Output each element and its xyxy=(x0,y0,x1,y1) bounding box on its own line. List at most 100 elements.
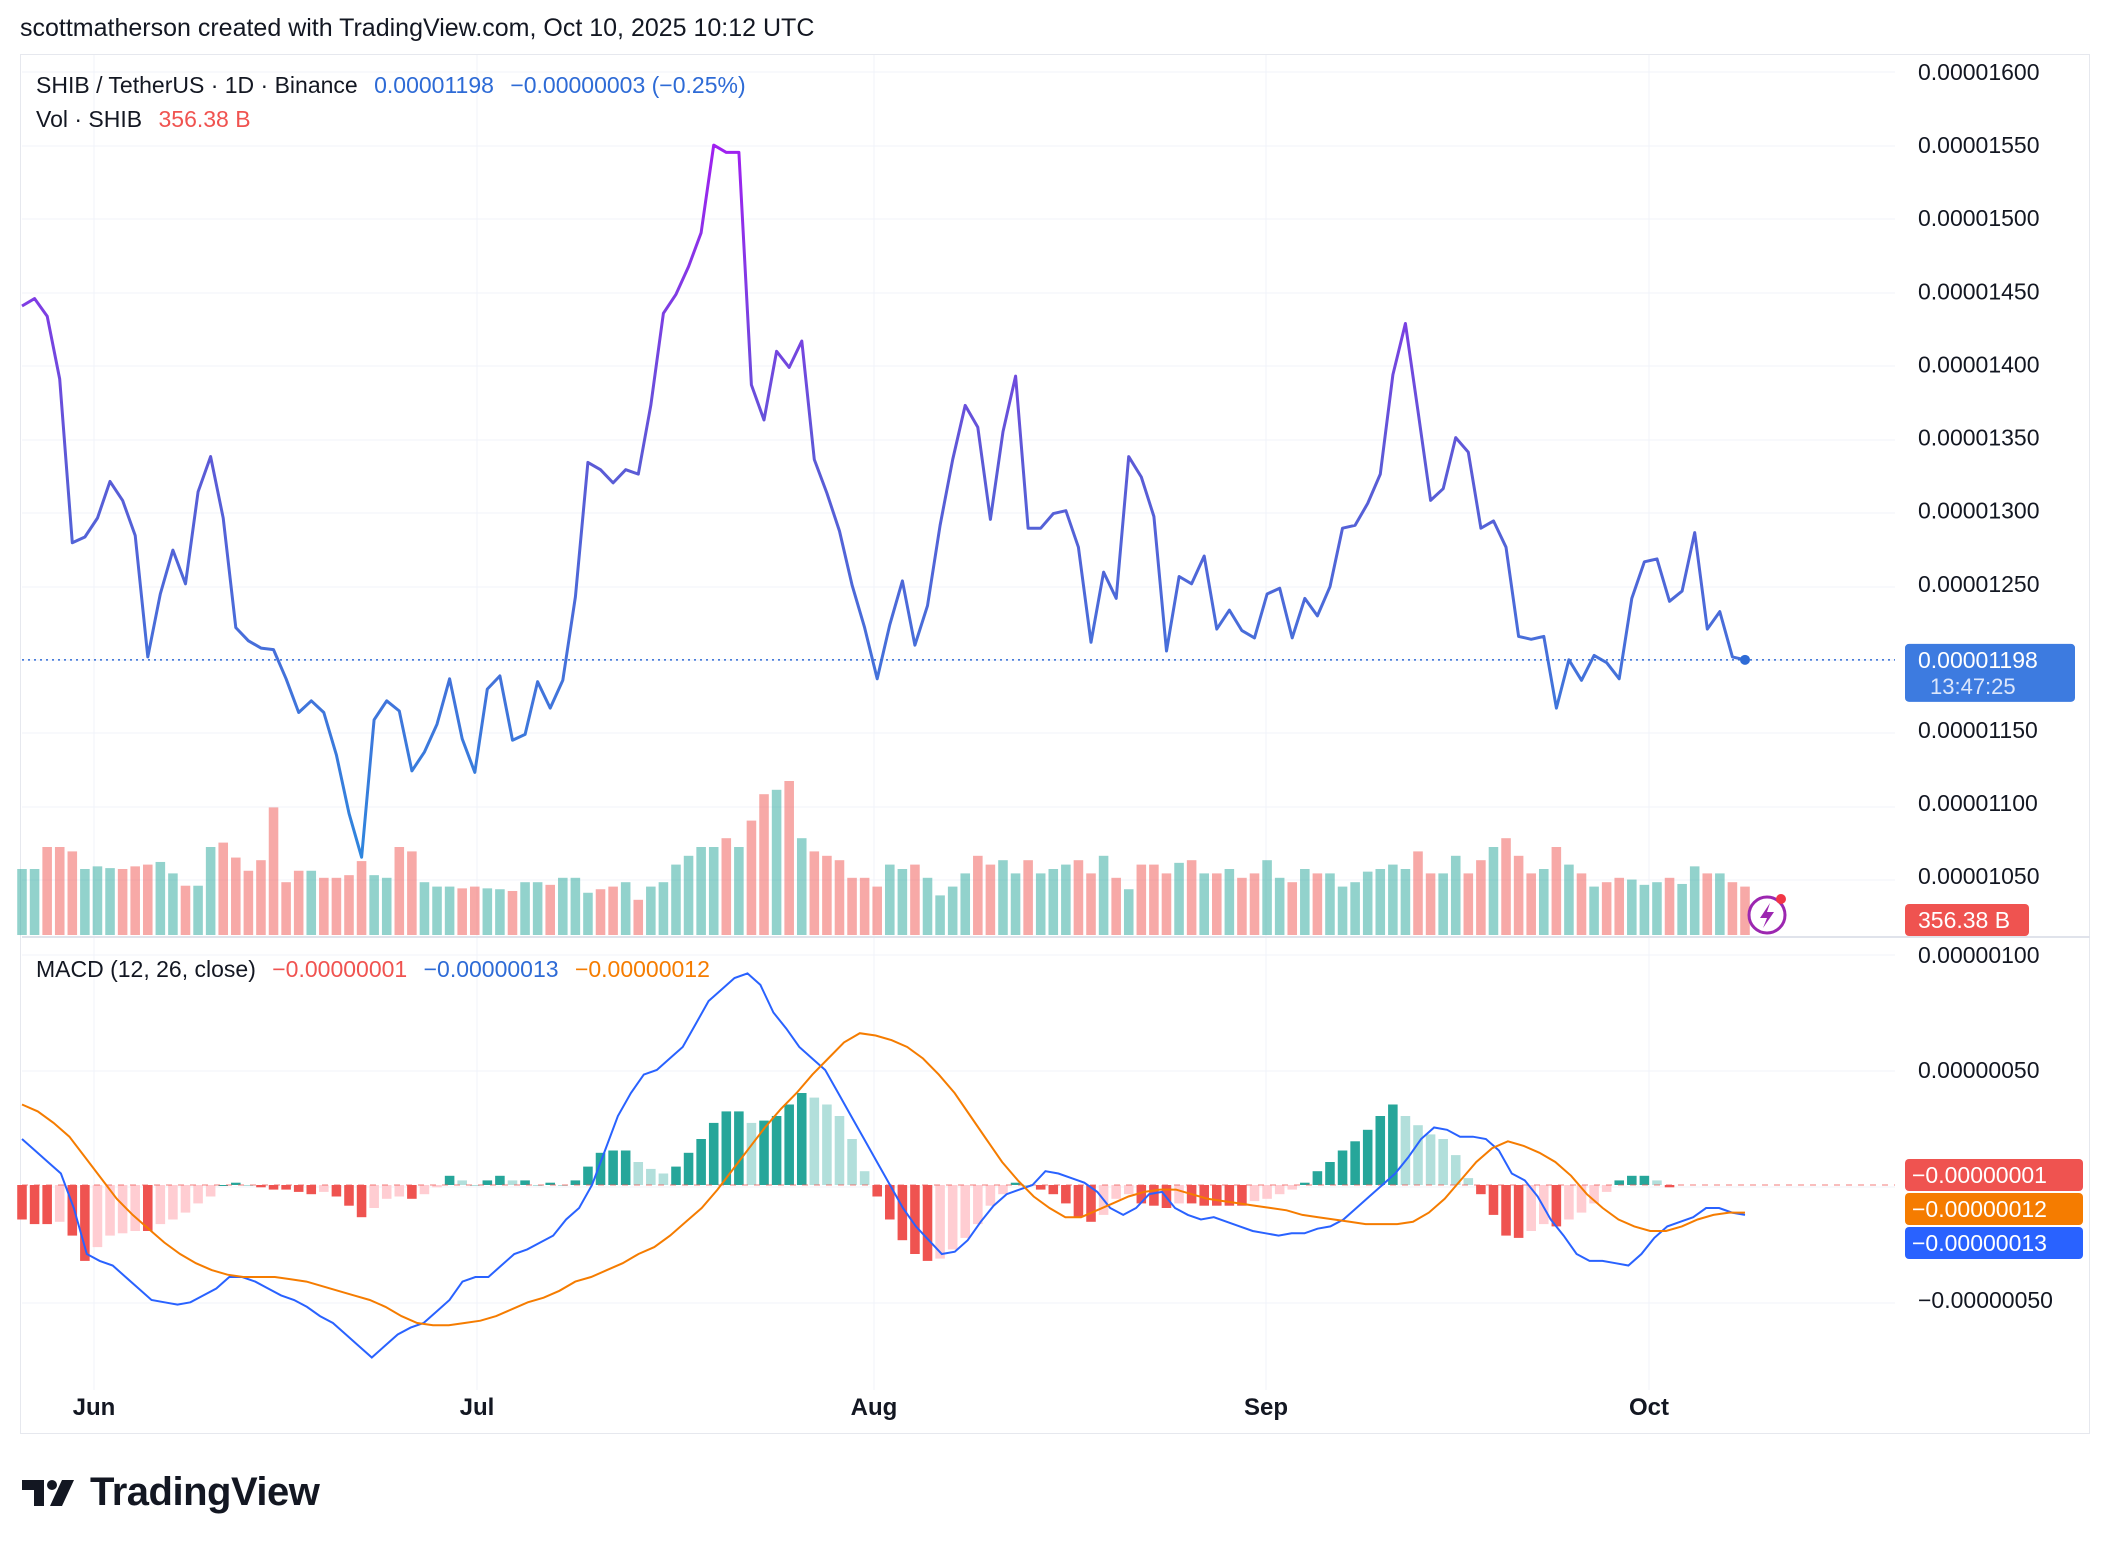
macd-hist-bar xyxy=(105,1185,115,1236)
volume-bar xyxy=(734,847,744,935)
volume-bar xyxy=(1010,873,1021,935)
volume-tag xyxy=(1905,904,2029,936)
macd-hist-bar xyxy=(1375,1116,1386,1185)
volume-bar xyxy=(1614,877,1625,935)
price-axis-label: 0.00001350 xyxy=(1918,425,2040,451)
price-axis-label: 0.00001300 xyxy=(1918,498,2040,524)
macd-hist-bar xyxy=(1576,1185,1587,1213)
volume-bar xyxy=(897,869,908,935)
macd-label[interactable]: MACD (12, 26, close) xyxy=(36,956,256,982)
macd-hist-bar xyxy=(847,1139,857,1185)
macd-hist-bar xyxy=(746,1122,757,1185)
volume-bar xyxy=(507,891,518,935)
volume-bar xyxy=(356,861,367,935)
volume-bar xyxy=(620,882,631,935)
macd-hist-bar xyxy=(29,1185,40,1225)
volume-bar xyxy=(1564,864,1574,935)
volume-bar xyxy=(369,875,379,935)
volume-bar xyxy=(444,886,455,935)
volume-bar xyxy=(910,864,920,935)
macd-hist-bar xyxy=(947,1185,958,1250)
tradingview-logo-text: TradingView xyxy=(90,1470,320,1514)
macd-hist-bar xyxy=(1136,1185,1147,1204)
volume-bar xyxy=(973,855,983,935)
volume-bar xyxy=(268,807,279,935)
macd-hist-bar xyxy=(344,1185,354,1206)
volume-bar xyxy=(54,847,65,935)
volume-bar xyxy=(1513,855,1524,935)
volume-bar xyxy=(42,847,52,935)
volume-bar xyxy=(532,882,543,935)
macd-hist-bar xyxy=(1639,1175,1650,1185)
volume-bar xyxy=(1136,864,1147,935)
volume-bar xyxy=(1212,873,1222,935)
macd-hist-bar xyxy=(1149,1185,1159,1206)
price-line xyxy=(21,143,1746,859)
volume-bar xyxy=(67,851,78,935)
volume-bar xyxy=(180,885,191,935)
volume-bar xyxy=(1501,838,1511,935)
volume-bar xyxy=(469,886,480,935)
volume-bar xyxy=(1715,873,1725,935)
volume-bar xyxy=(1702,873,1713,935)
price-axis-label: 0.00001150 xyxy=(1918,717,2038,743)
volume-bar xyxy=(331,877,342,935)
macd-hist-bar xyxy=(1652,1180,1662,1185)
volume-bar xyxy=(1312,873,1323,935)
macd-hist-bar xyxy=(796,1093,807,1185)
macd-hist-bar xyxy=(1463,1178,1474,1185)
volume-bar xyxy=(1186,860,1197,935)
macd-hist-bar xyxy=(256,1185,266,1188)
time-axis-label: Sep xyxy=(1244,1394,1288,1421)
macd-signal-tag xyxy=(1905,1193,2083,1225)
volume-bar xyxy=(495,889,505,935)
volume-bar xyxy=(1274,877,1285,935)
macd-hist-bar xyxy=(1300,1182,1310,1185)
price-axis-label: 0.00001050 xyxy=(1918,863,2040,889)
volume-bar xyxy=(319,877,329,935)
macd-hist-bar xyxy=(897,1185,908,1241)
volume-bar xyxy=(1689,866,1700,935)
volume-label[interactable]: Vol · SHIB xyxy=(36,106,143,132)
macd-hist-bar xyxy=(998,1185,1008,1195)
volume-bar xyxy=(1249,873,1260,935)
macd-hist-bar xyxy=(646,1168,656,1185)
volume-bar xyxy=(1476,860,1486,935)
volume-bar xyxy=(998,860,1008,935)
macd-hist-bar xyxy=(1212,1185,1222,1206)
volume-bar xyxy=(595,889,606,935)
macd-hist-bar xyxy=(1325,1162,1335,1185)
volume-bar xyxy=(142,864,153,935)
volume-bar xyxy=(1639,884,1650,935)
price-axis-label: 0.00001500 xyxy=(1918,205,2040,231)
macd-hist-bar xyxy=(419,1185,430,1195)
volume-bar xyxy=(218,842,229,935)
volume-bar xyxy=(306,870,317,935)
volume-bar xyxy=(1098,855,1109,935)
volume-bar xyxy=(344,875,354,935)
volume-bar xyxy=(1551,847,1562,935)
macd-histogram xyxy=(17,1093,1895,1261)
volume-tag-label: 356.38 B xyxy=(1918,907,2010,933)
volume-bar xyxy=(708,847,719,935)
macd-hist-bar xyxy=(583,1166,593,1185)
tradingview-logo-icon xyxy=(22,1479,74,1506)
tradingview-logo[interactable]: TradingView xyxy=(22,1470,320,1515)
time-axis-label: Jul xyxy=(460,1394,495,1421)
macd-hist-bar xyxy=(243,1185,254,1186)
macd-hist-bar xyxy=(281,1185,291,1190)
macd-legend: MACD (12, 26, close) −0.00000001 −0.0000… xyxy=(36,956,720,983)
volume-bar xyxy=(1601,882,1612,935)
macd-hist-bar xyxy=(92,1185,103,1248)
macd-hist-bar xyxy=(859,1171,870,1185)
symbol-label[interactable]: SHIB / TetherUS · 1D · Binance xyxy=(36,72,358,98)
macd-axis-label: −0.00000050 xyxy=(1918,1287,2053,1313)
macd-hist-bar xyxy=(1425,1134,1436,1185)
volume-bar xyxy=(457,888,467,935)
volume-bar xyxy=(243,870,254,935)
volume-bar xyxy=(1325,873,1335,935)
volume-bar xyxy=(947,886,958,935)
volume-bar xyxy=(29,869,40,935)
volume-bar xyxy=(658,882,669,935)
